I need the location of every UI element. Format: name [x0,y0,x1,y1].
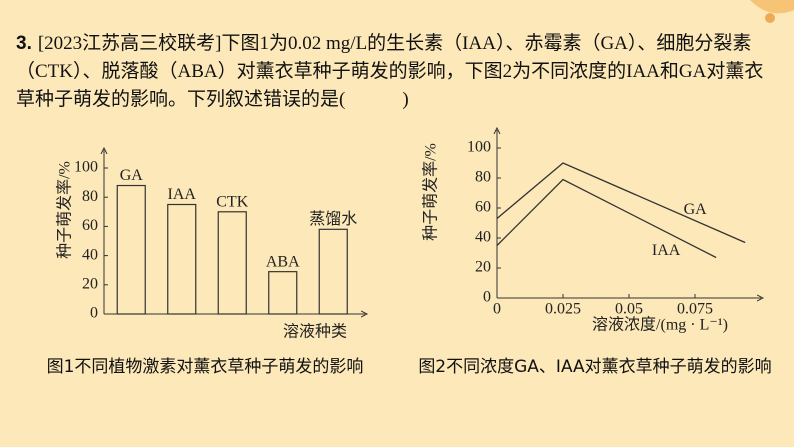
bar-label: ABA [266,253,300,270]
question: 3. [2023江苏高三校联考]下图1为0.02 mg/L的生长素（IAA）、赤霉… [16,30,776,114]
bar [268,271,298,315]
x-tick-label: 0.075 [677,301,713,318]
bar [318,228,348,315]
series-label: GA [684,201,708,218]
y-axis-label: 种子萌发率/% [422,143,440,241]
y-tick-label: 80 [475,169,491,186]
y-axis-label: 种子萌发率/% [56,161,74,259]
x-axis-label: 溶液种类 [283,323,347,341]
y-tick-label: 60 [82,217,98,234]
y-tick-label: 0 [90,305,98,322]
bar [167,203,197,315]
y-tick-label: 100 [467,139,491,156]
question-text: [2023江苏高三校联考]下图1为0.02 mg/L的生长素（IAA）、赤霉素（… [16,33,764,110]
bar-label: IAA [168,186,197,203]
x-axis-label: 溶液浓度/(mg · L⁻¹) [592,316,728,334]
y-tick-label: 40 [82,246,98,263]
y-tick-label: 100 [74,159,98,176]
line [496,162,746,244]
x-tick-label: 0.05 [615,301,643,318]
bar-label: 蒸馏水 [309,210,357,228]
y-tick-label: 20 [82,275,98,292]
x-tick-label: 0.025 [545,301,581,318]
y-tick-label: 0 [483,289,491,306]
caption: 图2不同浓度GA、IAA对薰衣草种子萌发的影响 [418,357,772,377]
y-tick-label: 40 [475,229,491,246]
x-tick-label: 0 [493,301,501,318]
question-number: 3. [16,33,32,54]
bar [116,184,146,315]
caption: 图1不同植物激素对薰衣草种子萌发的影响 [46,357,364,377]
series-label: IAA [652,242,681,259]
y-tick-label: 20 [475,259,491,276]
bar-label: CTK [216,193,248,210]
line [496,178,717,259]
bar-label: GA [120,167,144,184]
y-tick-label: 60 [475,199,491,216]
y-tick-label: 80 [82,188,98,205]
bar [217,211,247,315]
